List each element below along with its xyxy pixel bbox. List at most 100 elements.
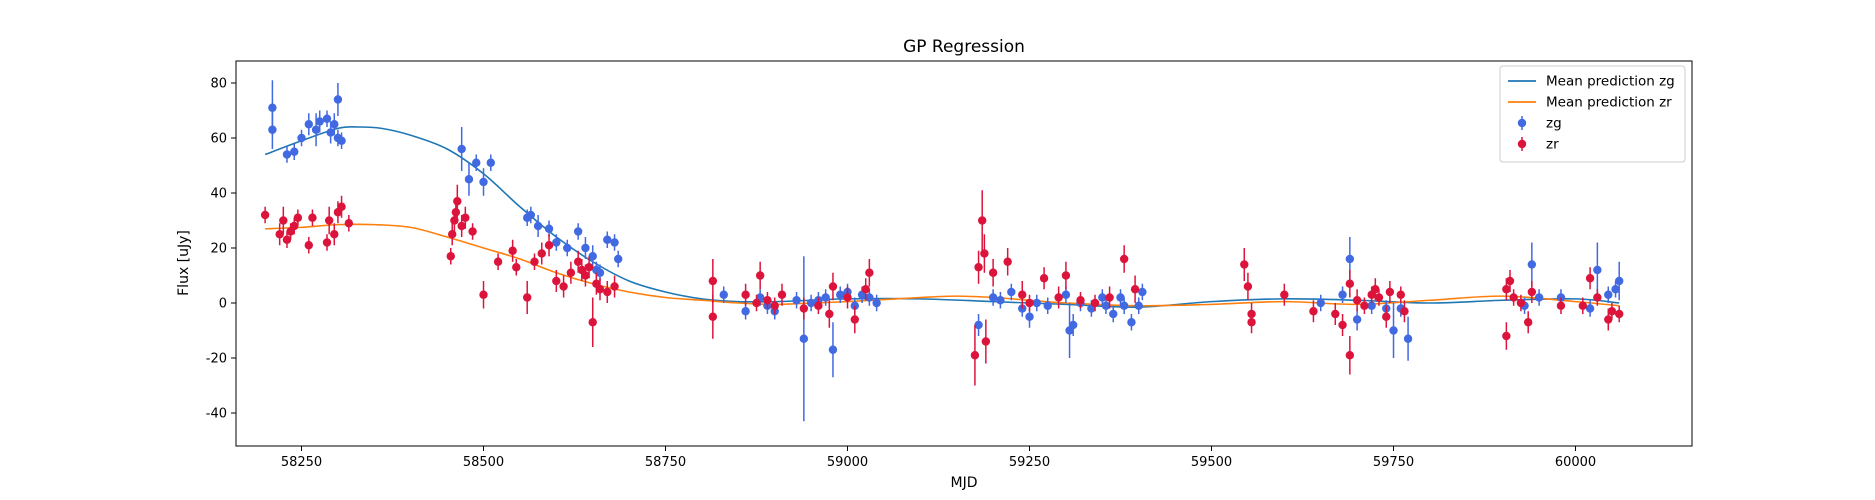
point-zr — [448, 230, 457, 239]
point-zg — [974, 320, 983, 330]
point-zr — [1556, 301, 1566, 310]
point-zr — [537, 249, 546, 258]
x-tick-label: 58750 — [645, 455, 686, 470]
point-zr — [1527, 287, 1537, 297]
legend-box — [1499, 65, 1686, 163]
point-zr — [530, 257, 539, 266]
point-zg — [595, 268, 605, 277]
point-zr — [981, 337, 991, 346]
point-zg — [1109, 309, 1118, 319]
point-zg — [1367, 301, 1376, 310]
legend-label: Mean prediction zr — [1546, 95, 1672, 111]
point-zr — [1018, 290, 1027, 299]
point-zr — [1360, 301, 1369, 310]
x-tick-label: 60000 — [1555, 455, 1596, 470]
point-zr — [479, 290, 488, 299]
point-zr — [1604, 315, 1613, 324]
legend-label: zr — [1546, 137, 1559, 153]
y-tick-label: -20 — [206, 352, 227, 367]
point-zg — [337, 136, 346, 145]
point-zr — [610, 282, 619, 291]
point-zg — [282, 150, 292, 159]
point-zr — [559, 282, 568, 291]
point-zr — [1615, 309, 1624, 319]
point-zr — [573, 257, 583, 266]
point-zg — [544, 224, 554, 233]
point-zg — [563, 243, 572, 253]
point-zr — [1076, 296, 1085, 305]
point-zr — [974, 263, 983, 272]
point-zg — [836, 290, 845, 299]
point-zg — [614, 254, 623, 264]
point-zr — [493, 257, 503, 266]
y-tick-label: -40 — [206, 407, 227, 422]
point-zr — [1502, 285, 1511, 294]
point-zr — [304, 241, 313, 250]
point-zg — [1338, 290, 1347, 299]
point-zr — [1352, 296, 1362, 305]
point-zr — [1524, 318, 1533, 327]
point-zr — [279, 216, 288, 225]
point-zg — [1316, 298, 1325, 308]
point-zr — [980, 249, 989, 258]
point-zg — [297, 133, 306, 143]
point-zr — [453, 197, 462, 206]
x-tick-label: 58250 — [281, 455, 322, 470]
point-zr — [523, 293, 532, 302]
y-tick-label: 20 — [210, 242, 227, 257]
x-tick-label: 59500 — [1191, 455, 1232, 470]
point-zr — [1025, 298, 1034, 308]
point-zr — [581, 271, 590, 280]
point-zr — [1585, 274, 1595, 283]
y-axis-label: Flux [uJy] — [176, 230, 192, 296]
point-zg — [1604, 290, 1613, 299]
x-axis-label: MJD — [951, 475, 978, 491]
point-zr — [799, 304, 809, 313]
point-zr — [978, 216, 987, 225]
y-tick-label: 40 — [210, 187, 227, 202]
point-zr — [1505, 276, 1515, 286]
point-zg — [479, 177, 488, 187]
point-zg — [1101, 301, 1111, 310]
point-zg — [1403, 334, 1413, 343]
point-zg — [322, 114, 332, 123]
point-zg — [464, 175, 474, 184]
point-zr — [508, 246, 517, 255]
x-tick-label: 59750 — [1373, 455, 1414, 470]
point-zg — [1389, 326, 1398, 335]
point-zr — [324, 216, 334, 225]
point-zr — [1516, 298, 1526, 308]
point-zg — [1069, 320, 1078, 330]
point-zr — [322, 238, 332, 247]
point-zr — [814, 301, 823, 310]
point-zg — [1098, 293, 1107, 302]
point-zg — [610, 238, 619, 247]
point-zr — [1247, 318, 1256, 327]
point-zr — [584, 263, 594, 272]
point-zr — [1382, 312, 1391, 321]
point-zr — [595, 285, 605, 294]
legend: Mean prediction zg Mean prediction zr zg zr — [1499, 65, 1686, 163]
point-zr — [1240, 260, 1249, 269]
point-zr — [344, 219, 354, 228]
point-zr — [850, 315, 859, 324]
point-zr — [865, 268, 874, 277]
point-zr — [1130, 285, 1140, 294]
point-zr — [1371, 285, 1380, 294]
point-zr — [741, 290, 750, 299]
point-zg — [1043, 301, 1052, 310]
point-zg — [1527, 260, 1537, 269]
line-mean-prediction-zr — [265, 223, 1620, 307]
point-zg — [996, 296, 1005, 305]
point-zr — [828, 282, 838, 291]
point-zr — [512, 263, 521, 272]
y-tick-label: 80 — [210, 77, 227, 92]
point-zg — [988, 293, 998, 302]
point-zr — [1054, 293, 1063, 302]
plot-frame — [235, 60, 1693, 447]
point-zr — [1331, 309, 1340, 319]
point-zr — [970, 351, 980, 360]
point-zr — [1345, 279, 1355, 288]
point-zg — [1585, 304, 1595, 313]
